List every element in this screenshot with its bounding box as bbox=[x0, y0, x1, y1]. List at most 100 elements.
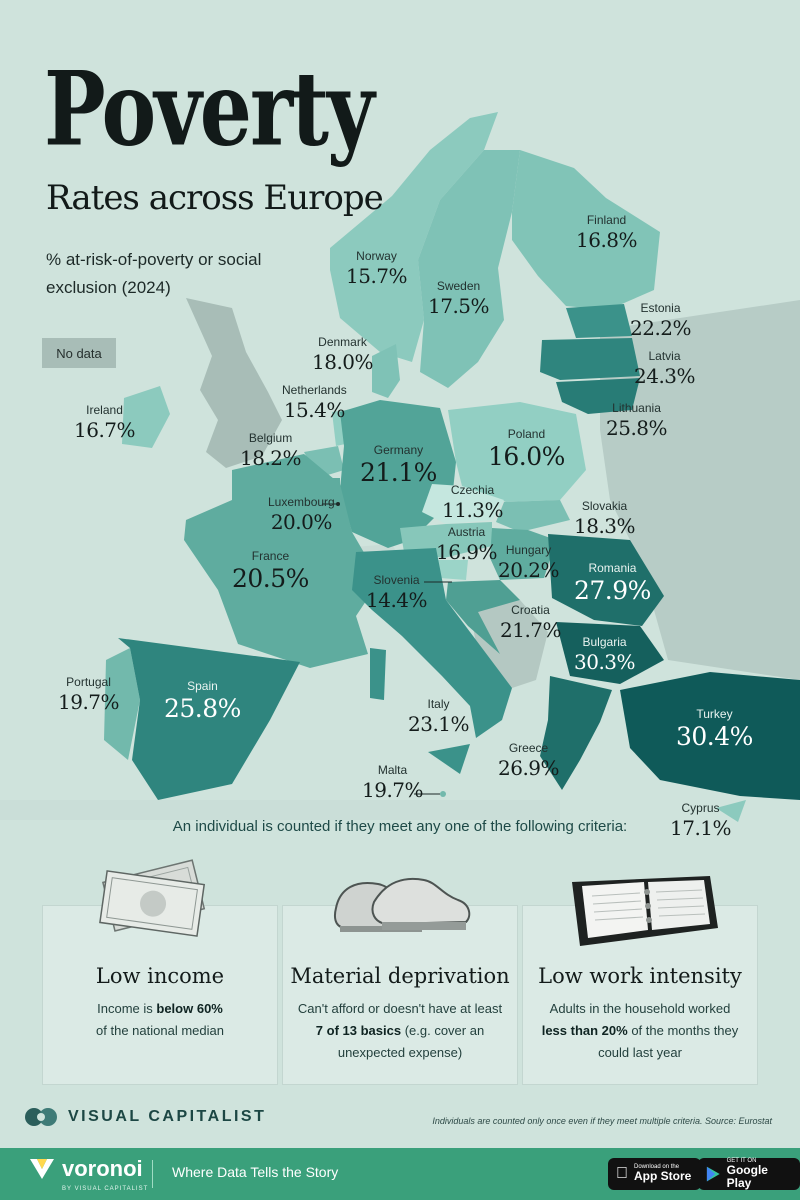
country-value: 17.1% bbox=[670, 816, 732, 840]
country-value: 17.5% bbox=[428, 294, 490, 318]
country-shape-spain bbox=[118, 638, 300, 800]
country-value: 16.0% bbox=[488, 442, 565, 471]
country-name: Romania bbox=[588, 561, 637, 575]
country-shape-estonia bbox=[566, 304, 632, 338]
publisher-name: VISUAL CAPITALIST bbox=[68, 1108, 267, 1125]
country-value: 26.9% bbox=[498, 756, 560, 780]
country-value: 25.8% bbox=[164, 694, 241, 723]
google-play-top: GET IT ON bbox=[726, 1157, 757, 1164]
label-estonia: Estonia 22.2% bbox=[630, 302, 692, 338]
country-shape-hungary bbox=[490, 528, 556, 580]
country-shape-poland bbox=[448, 402, 586, 502]
africa-nodata bbox=[0, 800, 560, 820]
country-name: Bulgaria bbox=[582, 635, 627, 649]
country-name: Cyprus bbox=[681, 801, 720, 815]
criterion-text-part: of the months they could last year bbox=[598, 1023, 739, 1060]
label-luxembourg: Luxembourg 20.0% bbox=[268, 496, 335, 532]
criterion-text-bold: below 60% bbox=[156, 1001, 223, 1016]
country-shape-bulgaria bbox=[556, 622, 664, 684]
source-note: Individuals are counted only once even i… bbox=[432, 1116, 772, 1126]
country-value: 16.9% bbox=[436, 540, 498, 564]
country-name: Turkey bbox=[696, 707, 733, 721]
voronoi-icon bbox=[30, 1159, 54, 1179]
country-name: Croatia bbox=[511, 603, 550, 617]
label-austria: Austria 16.9% bbox=[436, 526, 498, 564]
country-value: 30.3% bbox=[574, 650, 636, 674]
label-norway: Norway 15.7% bbox=[346, 250, 408, 288]
country-shape-portugal bbox=[104, 648, 140, 760]
country-value: 21.1% bbox=[360, 458, 437, 487]
label-sweden: Sweden 17.5% bbox=[428, 280, 490, 318]
country-shape-romania bbox=[548, 534, 664, 626]
country-name: Lithuania bbox=[612, 401, 661, 415]
country-name: Poland bbox=[507, 427, 546, 441]
visual-capitalist-logo[interactable]: VISUAL CAPITALIST bbox=[24, 1104, 266, 1130]
no-data-legend: No data bbox=[42, 338, 116, 368]
country-value: 23.1% bbox=[408, 712, 470, 736]
country-value: 20.2% bbox=[498, 558, 560, 582]
country-name: Portugal bbox=[66, 675, 111, 689]
criterion-text-part: Income is bbox=[97, 1001, 157, 1016]
voronoi-logo[interactable]: voronoi BY VISUAL CAPITALIST bbox=[28, 1156, 147, 1192]
criterion-title: Low income bbox=[95, 964, 225, 988]
country-shape-greece bbox=[540, 676, 612, 790]
country-shape-croatia bbox=[446, 580, 520, 654]
app-store-button[interactable]:  Download on the App Store bbox=[608, 1158, 702, 1190]
country-name: Latvia bbox=[648, 349, 681, 363]
country-name: Ireland bbox=[86, 403, 123, 417]
country-shape-italy bbox=[352, 548, 512, 738]
country-shape-lithuania bbox=[556, 378, 640, 414]
country-name: Spain bbox=[187, 679, 218, 693]
label-netherlands: Netherlands 15.4% bbox=[282, 384, 347, 420]
country-value: 30.4% bbox=[676, 722, 753, 751]
country-shape-slovakia bbox=[496, 500, 570, 532]
label-malta: Malta 19.7% bbox=[362, 763, 424, 802]
criterion-title: Material deprivation bbox=[290, 964, 510, 988]
country-name: Malta bbox=[377, 763, 408, 777]
luxembourg-leader-dot bbox=[336, 502, 340, 506]
criterion-text-bold: less than 20% bbox=[541, 1023, 628, 1038]
country-value: 15.7% bbox=[346, 264, 408, 288]
label-latvia: Latvia 24.3% bbox=[634, 349, 696, 388]
country-value: 27.9% bbox=[574, 576, 651, 605]
country-name: Slovakia bbox=[581, 499, 628, 513]
page-title: Poverty bbox=[44, 49, 375, 170]
planner-illustration-icon bbox=[572, 876, 718, 946]
voronoi-wordmark: voronoi bbox=[62, 1156, 143, 1181]
country-name: Hungary bbox=[505, 543, 552, 557]
criterion-text-part: of the national median bbox=[96, 1023, 224, 1038]
country-value: 19.7% bbox=[58, 690, 120, 714]
country-value: 18.3% bbox=[574, 514, 636, 538]
criterion-text-part: Adults in the household worked bbox=[549, 1001, 731, 1016]
country-shape-czechia bbox=[422, 484, 504, 524]
google-play-name: Google Play bbox=[726, 1162, 768, 1190]
country-shape-latvia bbox=[540, 338, 640, 380]
google-play-button[interactable]: GET IT ON Google Play bbox=[698, 1158, 800, 1190]
country-value: 20.0% bbox=[270, 510, 333, 534]
country-value: 18.2% bbox=[240, 446, 302, 470]
label-slovenia: Slovenia 14.4% bbox=[366, 573, 428, 610]
country-shape-sweden bbox=[418, 150, 520, 388]
label-greece: Greece 26.9% bbox=[498, 742, 560, 780]
country-shape-finland bbox=[512, 150, 660, 310]
criterion-card-material-deprivation: Material deprivation Can't afford or doe… bbox=[282, 905, 518, 1085]
country-shape-malta bbox=[440, 791, 446, 797]
country-name: Netherlands bbox=[282, 383, 347, 397]
country-shape-slovenia bbox=[438, 560, 468, 580]
country-value: 16.7% bbox=[74, 418, 136, 442]
country-shape-cyprus bbox=[716, 800, 746, 822]
label-lithuania: Lithuania 25.8% bbox=[606, 401, 668, 438]
country-name: Slovenia bbox=[373, 573, 420, 587]
google-play-text: GET IT ON Google Play bbox=[727, 1158, 790, 1190]
country-name: Luxembourg bbox=[268, 495, 335, 509]
country-shape-sardinia bbox=[370, 648, 386, 700]
criterion-card-low-income: Low income Income is below 60% of the nat… bbox=[42, 905, 278, 1085]
country-name: Italy bbox=[427, 697, 450, 711]
country-value: 19.7% bbox=[362, 778, 424, 802]
criterion-text-part: Can't afford or doesn't have at least bbox=[297, 1001, 503, 1016]
label-czechia: Czechia 11.3% bbox=[442, 484, 504, 520]
country-value: 20.5% bbox=[232, 564, 309, 593]
country-value: 24.3% bbox=[634, 364, 696, 388]
country-name: Germany bbox=[373, 443, 424, 457]
